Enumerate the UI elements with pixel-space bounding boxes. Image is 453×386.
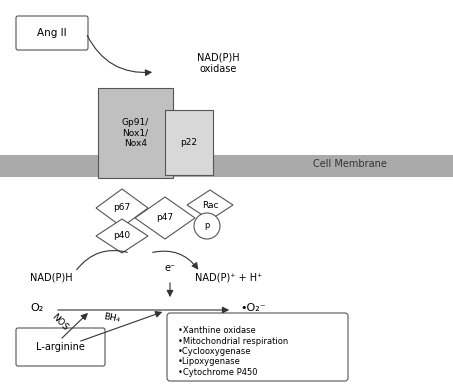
Text: Rac: Rac xyxy=(202,200,218,210)
Text: p67: p67 xyxy=(113,203,130,213)
Polygon shape xyxy=(96,219,148,253)
Text: •O₂⁻: •O₂⁻ xyxy=(240,303,265,313)
Text: •Mitochondrial respiration: •Mitochondrial respiration xyxy=(178,337,288,345)
Text: L-arginine: L-arginine xyxy=(36,342,85,352)
FancyBboxPatch shape xyxy=(98,88,173,178)
FancyBboxPatch shape xyxy=(16,16,88,50)
Text: Cell Membrane: Cell Membrane xyxy=(313,159,387,169)
Text: Gp91/
Nox1/
Nox4: Gp91/ Nox1/ Nox4 xyxy=(122,118,149,148)
Text: NAD(P)⁺ + H⁺: NAD(P)⁺ + H⁺ xyxy=(195,273,262,283)
Text: NOS: NOS xyxy=(50,312,70,332)
Circle shape xyxy=(194,213,220,239)
Polygon shape xyxy=(187,190,233,220)
FancyBboxPatch shape xyxy=(16,328,105,366)
Text: BH₄: BH₄ xyxy=(103,312,121,324)
Text: NAD(P)H: NAD(P)H xyxy=(30,273,72,283)
Text: p22: p22 xyxy=(180,138,198,147)
Text: Ang II: Ang II xyxy=(37,28,67,38)
FancyBboxPatch shape xyxy=(165,110,213,175)
Text: •Xanthine oxidase: •Xanthine oxidase xyxy=(178,326,256,335)
Text: e⁻: e⁻ xyxy=(164,263,176,273)
Text: NAD(P)H
oxidase: NAD(P)H oxidase xyxy=(197,52,239,74)
Text: p47: p47 xyxy=(156,213,173,222)
Text: p40: p40 xyxy=(113,232,130,240)
Text: O₂: O₂ xyxy=(30,303,43,313)
Text: •Cyclooxygenase: •Cyclooxygenase xyxy=(178,347,251,356)
FancyBboxPatch shape xyxy=(167,313,348,381)
Text: •Cytochrome P450: •Cytochrome P450 xyxy=(178,368,257,377)
Text: •Lipoxygenase: •Lipoxygenase xyxy=(178,357,241,366)
Polygon shape xyxy=(135,197,195,239)
Bar xyxy=(0,155,453,177)
Polygon shape xyxy=(96,189,148,227)
Text: p: p xyxy=(204,222,210,230)
